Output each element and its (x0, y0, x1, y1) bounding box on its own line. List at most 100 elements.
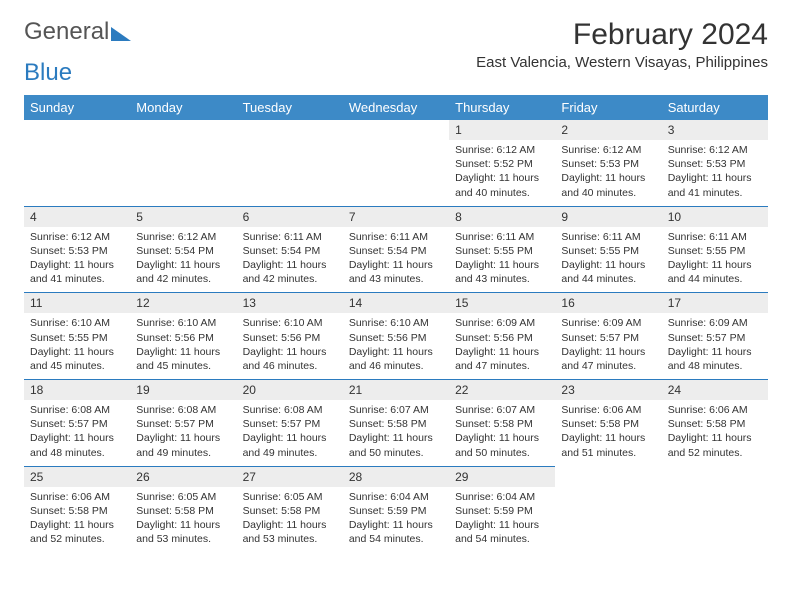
day-details: Sunrise: 6:04 AMSunset: 5:59 PMDaylight:… (343, 487, 449, 553)
day-details: Sunrise: 6:11 AMSunset: 5:54 PMDaylight:… (343, 227, 449, 293)
day-details: Sunrise: 6:12 AMSunset: 5:52 PMDaylight:… (449, 140, 555, 206)
calendar-week-row: 25Sunrise: 6:06 AMSunset: 5:58 PMDayligh… (24, 466, 768, 553)
day-details: Sunrise: 6:05 AMSunset: 5:58 PMDaylight:… (237, 487, 343, 553)
day-details: Sunrise: 6:09 AMSunset: 5:57 PMDaylight:… (662, 313, 768, 379)
weekday-header: Monday (130, 95, 236, 120)
calendar-day-cell: 18Sunrise: 6:08 AMSunset: 5:57 PMDayligh… (24, 379, 130, 466)
calendar-day-cell (24, 120, 130, 206)
calendar-table: SundayMondayTuesdayWednesdayThursdayFrid… (24, 95, 768, 552)
day-details: Sunrise: 6:06 AMSunset: 5:58 PMDaylight:… (662, 400, 768, 466)
calendar-body: 1Sunrise: 6:12 AMSunset: 5:52 PMDaylight… (24, 120, 768, 552)
day-details: Sunrise: 6:08 AMSunset: 5:57 PMDaylight:… (24, 400, 130, 466)
day-number: 15 (449, 292, 555, 313)
day-details: Sunrise: 6:11 AMSunset: 5:54 PMDaylight:… (237, 227, 343, 293)
month-title: February 2024 (476, 18, 768, 52)
day-details: Sunrise: 6:11 AMSunset: 5:55 PMDaylight:… (449, 227, 555, 293)
calendar-day-cell: 16Sunrise: 6:09 AMSunset: 5:57 PMDayligh… (555, 292, 661, 379)
day-number: 29 (449, 466, 555, 487)
calendar-day-cell: 26Sunrise: 6:05 AMSunset: 5:58 PMDayligh… (130, 466, 236, 553)
day-number: 3 (662, 120, 768, 140)
day-details: Sunrise: 6:12 AMSunset: 5:53 PMDaylight:… (662, 140, 768, 206)
day-number: 12 (130, 292, 236, 313)
weekday-header: Saturday (662, 95, 768, 120)
day-number: 17 (662, 292, 768, 313)
day-number: 24 (662, 379, 768, 400)
calendar-day-cell (343, 120, 449, 206)
calendar-day-cell: 19Sunrise: 6:08 AMSunset: 5:57 PMDayligh… (130, 379, 236, 466)
day-number: 16 (555, 292, 661, 313)
logo-text-2: Blue (24, 59, 72, 86)
day-number: 1 (449, 120, 555, 140)
day-number: 18 (24, 379, 130, 400)
calendar-day-cell: 17Sunrise: 6:09 AMSunset: 5:57 PMDayligh… (662, 292, 768, 379)
calendar-day-cell: 7Sunrise: 6:11 AMSunset: 5:54 PMDaylight… (343, 206, 449, 293)
calendar-week-row: 4Sunrise: 6:12 AMSunset: 5:53 PMDaylight… (24, 206, 768, 293)
calendar-day-cell: 10Sunrise: 6:11 AMSunset: 5:55 PMDayligh… (662, 206, 768, 293)
day-details: Sunrise: 6:11 AMSunset: 5:55 PMDaylight:… (662, 227, 768, 293)
calendar-day-cell (555, 466, 661, 553)
calendar-day-cell: 4Sunrise: 6:12 AMSunset: 5:53 PMDaylight… (24, 206, 130, 293)
calendar-day-cell: 25Sunrise: 6:06 AMSunset: 5:58 PMDayligh… (24, 466, 130, 553)
logo-text-1: General (24, 18, 109, 46)
day-number: 28 (343, 466, 449, 487)
calendar-day-cell (237, 120, 343, 206)
day-number: 13 (237, 292, 343, 313)
weekday-header: Tuesday (237, 95, 343, 120)
calendar-day-cell: 24Sunrise: 6:06 AMSunset: 5:58 PMDayligh… (662, 379, 768, 466)
calendar-day-cell: 13Sunrise: 6:10 AMSunset: 5:56 PMDayligh… (237, 292, 343, 379)
day-number: 7 (343, 206, 449, 227)
day-details: Sunrise: 6:10 AMSunset: 5:56 PMDaylight:… (237, 313, 343, 379)
day-details: Sunrise: 6:08 AMSunset: 5:57 PMDaylight:… (130, 400, 236, 466)
calendar-day-cell: 14Sunrise: 6:10 AMSunset: 5:56 PMDayligh… (343, 292, 449, 379)
calendar-day-cell: 29Sunrise: 6:04 AMSunset: 5:59 PMDayligh… (449, 466, 555, 553)
day-details: Sunrise: 6:09 AMSunset: 5:56 PMDaylight:… (449, 313, 555, 379)
logo-mark-icon (111, 27, 131, 41)
calendar-day-cell: 2Sunrise: 6:12 AMSunset: 5:53 PMDaylight… (555, 120, 661, 206)
day-number: 22 (449, 379, 555, 400)
day-number: 25 (24, 466, 130, 487)
calendar-week-row: 18Sunrise: 6:08 AMSunset: 5:57 PMDayligh… (24, 379, 768, 466)
day-details: Sunrise: 6:08 AMSunset: 5:57 PMDaylight:… (237, 400, 343, 466)
calendar-day-cell: 22Sunrise: 6:07 AMSunset: 5:58 PMDayligh… (449, 379, 555, 466)
calendar-day-cell: 9Sunrise: 6:11 AMSunset: 5:55 PMDaylight… (555, 206, 661, 293)
day-number: 19 (130, 379, 236, 400)
day-details: Sunrise: 6:09 AMSunset: 5:57 PMDaylight:… (555, 313, 661, 379)
day-number: 11 (24, 292, 130, 313)
calendar-day-cell: 1Sunrise: 6:12 AMSunset: 5:52 PMDaylight… (449, 120, 555, 206)
weekday-header: Thursday (449, 95, 555, 120)
day-details: Sunrise: 6:06 AMSunset: 5:58 PMDaylight:… (555, 400, 661, 466)
day-number: 9 (555, 206, 661, 227)
weekday-header: Sunday (24, 95, 130, 120)
day-number: 10 (662, 206, 768, 227)
calendar-day-cell: 8Sunrise: 6:11 AMSunset: 5:55 PMDaylight… (449, 206, 555, 293)
day-details: Sunrise: 6:12 AMSunset: 5:54 PMDaylight:… (130, 227, 236, 293)
day-number: 6 (237, 206, 343, 227)
logo: General (24, 18, 131, 46)
day-details: Sunrise: 6:07 AMSunset: 5:58 PMDaylight:… (449, 400, 555, 466)
day-number: 21 (343, 379, 449, 400)
weekday-header: Wednesday (343, 95, 449, 120)
day-number: 23 (555, 379, 661, 400)
calendar-day-cell: 12Sunrise: 6:10 AMSunset: 5:56 PMDayligh… (130, 292, 236, 379)
day-details: Sunrise: 6:10 AMSunset: 5:55 PMDaylight:… (24, 313, 130, 379)
location-text: East Valencia, Western Visayas, Philippi… (476, 54, 768, 71)
day-details: Sunrise: 6:11 AMSunset: 5:55 PMDaylight:… (555, 227, 661, 293)
day-number: 8 (449, 206, 555, 227)
calendar-day-cell (662, 466, 768, 553)
calendar-day-cell: 6Sunrise: 6:11 AMSunset: 5:54 PMDaylight… (237, 206, 343, 293)
day-number: 4 (24, 206, 130, 227)
day-details: Sunrise: 6:10 AMSunset: 5:56 PMDaylight:… (343, 313, 449, 379)
calendar-week-row: 1Sunrise: 6:12 AMSunset: 5:52 PMDaylight… (24, 120, 768, 206)
calendar-day-cell: 23Sunrise: 6:06 AMSunset: 5:58 PMDayligh… (555, 379, 661, 466)
calendar-day-cell: 11Sunrise: 6:10 AMSunset: 5:55 PMDayligh… (24, 292, 130, 379)
day-details: Sunrise: 6:12 AMSunset: 5:53 PMDaylight:… (555, 140, 661, 206)
day-details: Sunrise: 6:05 AMSunset: 5:58 PMDaylight:… (130, 487, 236, 553)
day-number: 27 (237, 466, 343, 487)
calendar-day-cell: 5Sunrise: 6:12 AMSunset: 5:54 PMDaylight… (130, 206, 236, 293)
day-number: 20 (237, 379, 343, 400)
calendar-day-cell: 20Sunrise: 6:08 AMSunset: 5:57 PMDayligh… (237, 379, 343, 466)
day-details: Sunrise: 6:12 AMSunset: 5:53 PMDaylight:… (24, 227, 130, 293)
calendar-day-cell: 3Sunrise: 6:12 AMSunset: 5:53 PMDaylight… (662, 120, 768, 206)
day-details: Sunrise: 6:06 AMSunset: 5:58 PMDaylight:… (24, 487, 130, 553)
weekday-header: Friday (555, 95, 661, 120)
